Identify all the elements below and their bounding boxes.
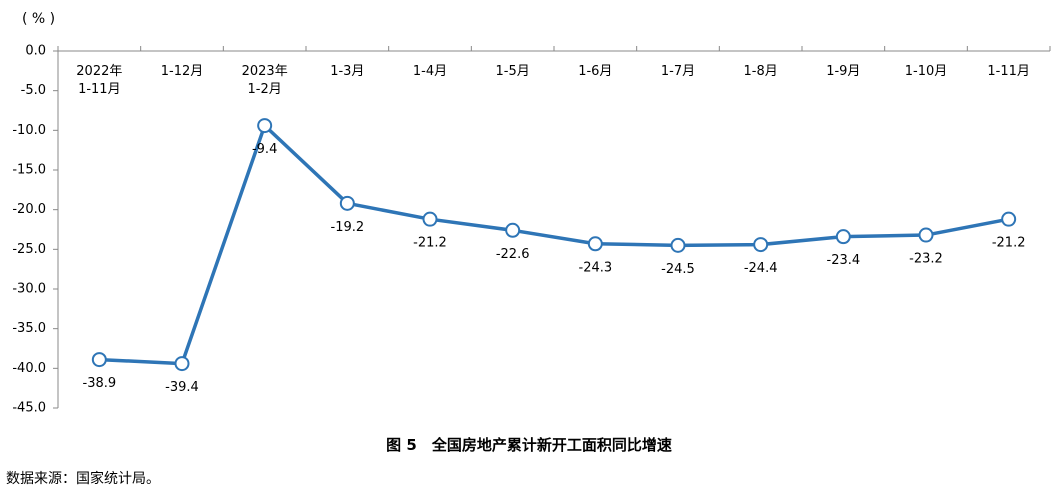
data-label: -39.4 — [165, 380, 199, 395]
x-tick-label: 1-3月 — [330, 64, 365, 79]
data-point — [918, 227, 934, 243]
y-tick-label: 0.0 — [25, 44, 46, 59]
x-tick-label: 1-7月 — [660, 64, 696, 79]
data-point — [174, 356, 190, 372]
x-tick-label: 1-8月 — [743, 64, 778, 79]
x-tick-label: 2023年 1-2月 — [241, 64, 288, 97]
data-label: -9.4 — [252, 142, 277, 157]
data-label: -38.9 — [83, 376, 117, 391]
data-label: -21.2 — [413, 236, 447, 251]
data-point — [339, 195, 355, 211]
data-point — [670, 237, 686, 253]
data-point — [257, 118, 273, 134]
data-label: -23.2 — [909, 252, 943, 267]
data-point — [753, 237, 769, 253]
y-axis-label: ( % ) — [22, 11, 56, 27]
x-tick-label: 1-9月 — [826, 64, 861, 79]
x-tick-label: 2022年 1-11月 — [76, 64, 123, 97]
data-point — [422, 211, 438, 227]
y-tick-label: -5.0 — [21, 83, 46, 98]
y-tick-label: -10.0 — [12, 123, 46, 138]
x-tick-label: 1-11月 — [987, 64, 1030, 79]
x-tick-label: 1-6月 — [578, 64, 613, 79]
data-label: -24.3 — [579, 260, 613, 275]
data-point — [835, 229, 851, 245]
y-tick-label: -30.0 — [12, 282, 46, 297]
x-tick-label: 1-12月 — [160, 64, 204, 79]
source-note: 数据来源：国家统计局。 — [6, 471, 160, 487]
data-point — [91, 352, 107, 368]
data-label: -23.4 — [827, 253, 861, 268]
y-tick-label: -20.0 — [12, 202, 46, 217]
data-label: -24.5 — [661, 262, 695, 277]
x-tick-label: 1-10月 — [904, 64, 948, 79]
data-label: -22.6 — [496, 247, 530, 262]
y-tick-label: -40.0 — [12, 361, 46, 376]
data-label: -21.2 — [992, 236, 1026, 251]
series-line — [99, 123, 1009, 366]
y-tick-label: -45.0 — [12, 401, 46, 416]
data-point — [587, 236, 603, 252]
y-tick-label: -15.0 — [12, 163, 46, 178]
x-tick-label: 1-5月 — [495, 64, 530, 79]
data-point — [505, 222, 521, 238]
data-label: -19.2 — [331, 220, 365, 235]
y-tick-label: -25.0 — [12, 242, 46, 257]
chart: 0.0 -5.0 -10.0 -15.0 -20.0 -25.0 -30.0 -35.0 -40… — [12, 44, 1051, 416]
y-tick-label: -35.0 — [12, 321, 46, 336]
data-label: -24.4 — [744, 261, 778, 276]
x-tick-label: 1-4月 — [412, 64, 448, 79]
chart-title: 图 5 全国房地产累计新开工面积同比增速 — [386, 436, 672, 454]
data-point — [1001, 211, 1017, 227]
